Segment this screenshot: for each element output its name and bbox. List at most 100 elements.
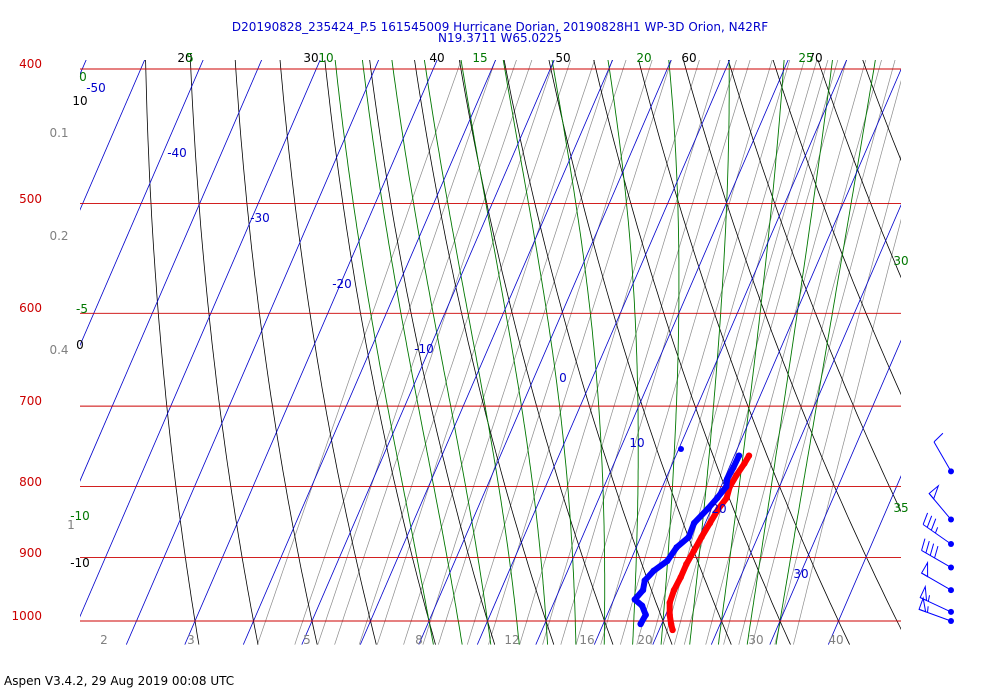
moist-adiabat-line bbox=[746, 60, 833, 645]
mixing-ratio-label: 3 bbox=[187, 633, 195, 647]
dry-adiabat-line bbox=[950, 54, 1000, 645]
sounding-point bbox=[637, 620, 644, 628]
sounding-point bbox=[735, 452, 743, 459]
wind-barb-pennant bbox=[920, 560, 929, 578]
dry-adiabat-line bbox=[638, 60, 850, 645]
isotherm-line bbox=[80, 60, 146, 211]
mixing-ratio-line bbox=[738, 60, 896, 645]
isotherm-line bbox=[769, 339, 901, 645]
isotherm-line bbox=[184, 60, 438, 645]
moist-adiabat-label: 10 bbox=[318, 51, 333, 65]
isotherm-line bbox=[301, 60, 555, 645]
dry-adiabat-line bbox=[279, 60, 377, 645]
isotherm-line bbox=[535, 60, 789, 645]
mixing-ratio-line bbox=[422, 60, 613, 645]
sounding-point bbox=[683, 560, 690, 568]
pressure-tick-label: 900 bbox=[19, 546, 42, 560]
wind-barb-half bbox=[927, 595, 931, 602]
sounding-point bbox=[677, 574, 684, 581]
isotherm-line bbox=[242, 60, 497, 645]
dry-adiabat-top-label: 20 bbox=[177, 51, 192, 65]
sounding-point bbox=[715, 505, 722, 512]
mixing-ratio-line bbox=[620, 60, 791, 645]
moist-adiabat-line bbox=[334, 60, 434, 645]
isotherm-line bbox=[80, 60, 321, 618]
moist-adiabat-line bbox=[361, 60, 463, 645]
wind-barbs bbox=[918, 432, 954, 624]
mixing-ratio-line bbox=[575, 60, 751, 645]
isotherm-label: 30 bbox=[793, 567, 808, 581]
moist-adiabat-line bbox=[391, 60, 492, 645]
dry-adiabat-line bbox=[905, 54, 1000, 645]
mixing-ratio-line bbox=[793, 218, 901, 645]
wind-barb-pennant bbox=[928, 484, 940, 500]
pressure-tick-label: 1000 bbox=[11, 609, 42, 623]
moist-adiabat-label: 25 bbox=[798, 51, 813, 65]
isotherm-label: 0 bbox=[559, 371, 567, 385]
mixing-ratio-line bbox=[294, 60, 496, 645]
isotherm-line bbox=[593, 60, 848, 645]
mixing-ratio-label: 0.2 bbox=[49, 229, 68, 243]
mixing-ratio-line bbox=[542, 60, 721, 645]
mixing-ratio-line bbox=[403, 60, 595, 645]
dry-adiabat-line bbox=[548, 60, 732, 645]
mixing-ratio-label: 16 bbox=[579, 633, 594, 647]
wind-barb bbox=[920, 560, 954, 594]
sounding-traces bbox=[631, 446, 753, 634]
isotherms bbox=[80, 60, 901, 645]
isotherm-line bbox=[476, 60, 731, 645]
isotherm-label: -20 bbox=[332, 277, 352, 291]
wind-barb-staff bbox=[921, 550, 952, 568]
mixing-ratio-label: 2 bbox=[100, 633, 108, 647]
sounding-point bbox=[745, 452, 753, 459]
dry-adiabat-top-label: 30 bbox=[303, 51, 318, 65]
sounding-point bbox=[733, 471, 740, 479]
sounding-point bbox=[642, 611, 649, 619]
isotherm-line bbox=[359, 60, 614, 645]
wind-barb-full bbox=[922, 512, 929, 525]
wind-barb bbox=[928, 484, 954, 523]
dry-adiabats bbox=[145, 54, 1000, 645]
mixing-ratio-lines bbox=[257, 60, 901, 645]
isotherm-label: 10 bbox=[629, 436, 644, 450]
dry-adiabat-line bbox=[727, 60, 901, 513]
wind-barb bbox=[918, 596, 954, 624]
pressure-tick-label: 400 bbox=[19, 57, 42, 71]
sounding-point bbox=[741, 460, 748, 467]
mixing-ratio-line bbox=[650, 60, 818, 645]
moist-adiabat-line bbox=[551, 60, 606, 645]
sounding-point bbox=[730, 464, 737, 471]
isobars bbox=[80, 68, 901, 622]
mixing-ratio-line bbox=[723, 60, 882, 645]
dry-adiabat-line bbox=[817, 60, 901, 279]
mixing-ratio-line bbox=[437, 60, 627, 645]
axis-labels: 4005006007008009001000-50-40-30-20-10010… bbox=[11, 51, 908, 647]
wind-barb-full bbox=[925, 540, 930, 554]
chart-title-line-2: N19.3711 W65.0225 bbox=[438, 31, 562, 45]
sounding-point bbox=[641, 577, 648, 584]
moist-adiabats bbox=[334, 60, 876, 645]
sounding-point bbox=[670, 586, 678, 594]
dry-adiabat-line bbox=[772, 60, 901, 396]
moist-adiabat-line bbox=[502, 60, 577, 645]
isotherm-label: -10 bbox=[414, 342, 434, 356]
mixing-ratio-label: 1 bbox=[67, 518, 75, 532]
mixing-ratio-line bbox=[376, 60, 572, 645]
dry-adiabat-line bbox=[369, 60, 496, 645]
sounding-point bbox=[690, 547, 698, 554]
wind-barb-full bbox=[926, 515, 933, 528]
moist-adiabat-label: 0 bbox=[79, 70, 87, 84]
wind-barb bbox=[922, 512, 954, 547]
mixing-ratio-label: 8 bbox=[415, 633, 423, 647]
moist-adiabat-line bbox=[607, 60, 639, 645]
mixing-ratio-label: 30 bbox=[748, 633, 763, 647]
moist-adiabat-label: 20 bbox=[636, 51, 651, 65]
mixing-ratio-line bbox=[673, 60, 839, 645]
sounding-trace bbox=[666, 452, 752, 633]
sounding-point bbox=[723, 483, 730, 490]
mixing-ratio-line bbox=[358, 60, 555, 645]
dry-adiabat-line bbox=[458, 60, 614, 645]
pressure-tick-label: 500 bbox=[19, 192, 42, 206]
dry-adiabat-line bbox=[189, 60, 259, 645]
sounding-point bbox=[664, 557, 671, 565]
